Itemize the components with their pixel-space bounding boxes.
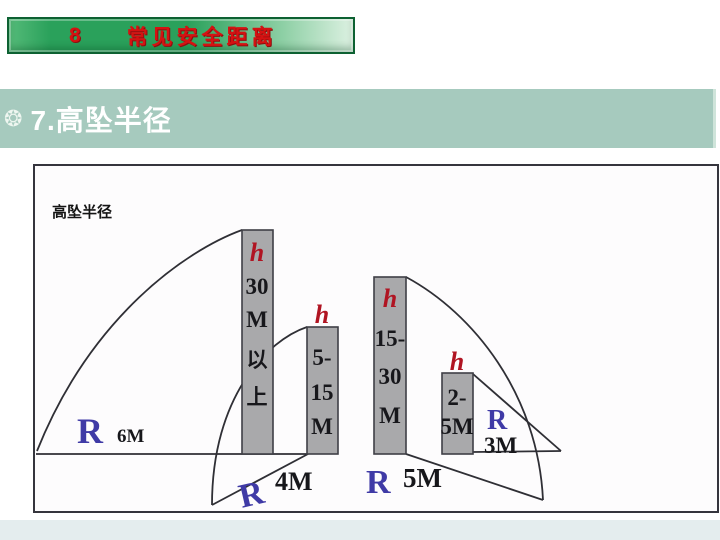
bar1-line1: 30	[246, 274, 269, 299]
bar-5-15m	[306, 326, 339, 455]
bar1-line3: 以	[247, 349, 268, 372]
bar2-line1: 5-	[312, 345, 331, 370]
h-label-bar4: h	[450, 347, 464, 376]
h-label-bar3: h	[383, 284, 397, 313]
wheel-icon: ❂	[4, 105, 23, 131]
base-line-r3m	[472, 450, 562, 453]
bar-2-5m	[441, 372, 474, 455]
r6m-value: 6M	[117, 426, 145, 447]
bar4-line1: 2-	[447, 385, 466, 410]
r6m-r: R	[77, 411, 104, 451]
banner-number: 8	[69, 23, 81, 47]
h-label-bar2: h	[315, 300, 329, 329]
bar3-line1: 15-	[375, 326, 406, 351]
r3m-value: 3M	[484, 433, 518, 458]
r5m-r: R	[366, 464, 391, 501]
slide-title-banner: 8 常见安全距离	[7, 17, 355, 54]
section-header: ❂ 7.高坠半径	[0, 89, 716, 148]
arc-r5m	[405, 276, 544, 501]
bar-15-30m	[373, 276, 407, 455]
r4m-value: 4M	[275, 467, 313, 496]
diagram-title: 高坠半径	[52, 203, 112, 221]
radius-line-r4m	[211, 453, 309, 506]
bar3-line3: M	[379, 403, 401, 428]
r4m-r: R	[235, 474, 268, 511]
r3m-r: R	[487, 405, 508, 436]
bottom-strip	[0, 520, 720, 540]
bar2-line2: 15	[311, 380, 334, 405]
bar1-line2: M	[246, 307, 268, 332]
radius-line-r5m	[405, 453, 544, 501]
bar3-line2: 30	[379, 364, 402, 389]
bar4-line2: 5M	[440, 414, 474, 439]
bar2-line3: M	[311, 414, 333, 439]
bar1-line4: 上	[247, 386, 268, 409]
bar-30m-plus	[241, 229, 274, 455]
r5m-value: 5M	[403, 463, 442, 493]
section-title: 7.高坠半径	[30, 104, 172, 136]
arc-r3m	[472, 373, 562, 452]
h-label-bar1: h	[250, 238, 264, 267]
fall-radius-diagram-frame: 高坠半径 h 30 M 以 上 h 5- 15 M h 15- 30	[33, 164, 719, 513]
banner-title: 常见安全距离	[126, 25, 277, 49]
fall-radius-diagram: 高坠半径 h 30 M 以 上 h 5- 15 M h 15- 30	[36, 203, 562, 511]
arc-r6m	[36, 229, 243, 452]
